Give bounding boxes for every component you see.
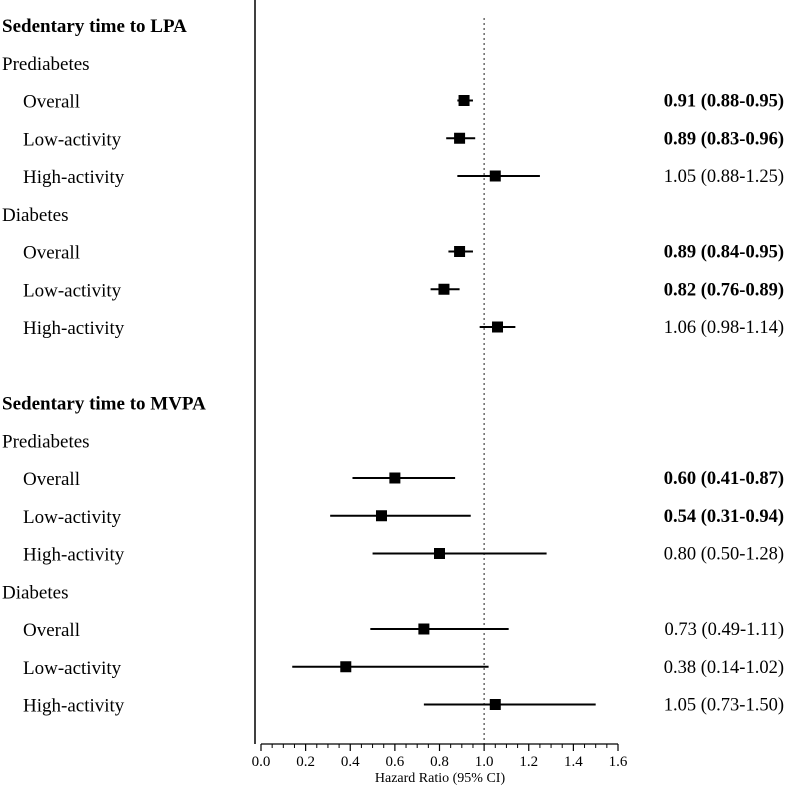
hr-value: 0.54	[664, 507, 696, 527]
estimate-label: 1.05 (0.88-1.25)	[664, 167, 784, 187]
ci-value: (0.31-0.94)	[701, 507, 784, 527]
ci-value: (0.84-0.95)	[701, 243, 784, 263]
estimate-marker	[434, 548, 445, 559]
x-tick-label: 0.2	[296, 754, 315, 770]
estimate-marker	[454, 132, 466, 144]
row-label: Low-activity	[23, 280, 122, 301]
x-tick-label: 0.4	[341, 754, 360, 770]
group-label: Diabetes	[2, 582, 68, 603]
estimate-label: 0.91 (0.88-0.95)	[664, 92, 784, 112]
hr-value: 0.89	[664, 129, 696, 149]
hr-value: 0.91	[664, 92, 696, 112]
ci-value: (0.83-0.96)	[701, 129, 784, 149]
hr-value: 0.89	[664, 243, 696, 263]
ci-value: (0.50-1.28)	[701, 545, 784, 565]
group-label: Prediabetes	[2, 431, 90, 452]
row-label: Overall	[23, 243, 80, 264]
row-label: Low-activity	[23, 658, 122, 679]
rows-layer: Sedentary time to LPA Prediabetes Overall 0…	[2, 16, 784, 744]
estimate-label: 0.73 (0.49-1.11)	[664, 620, 784, 640]
section-title: Sedentary time to MVPA	[2, 394, 206, 415]
ci-value: (0.41-0.87)	[701, 469, 784, 489]
ci-value: (0.88-0.95)	[701, 92, 784, 112]
row-label: High-activity	[23, 545, 125, 566]
x-tick-label: 0.0	[252, 754, 271, 770]
group-label: Diabetes	[2, 205, 68, 226]
estimate-marker	[418, 623, 430, 635]
row-label: Overall	[23, 92, 80, 113]
hr-value: 1.05	[664, 696, 696, 716]
row-label: Low-activity	[23, 507, 122, 528]
estimate-label: 0.82 (0.76-0.89)	[664, 280, 784, 300]
row-label: High-activity	[23, 318, 125, 339]
estimate-label: 0.89 (0.84-0.95)	[664, 243, 784, 263]
x-tick-label: 0.6	[386, 754, 405, 770]
x-tick-label: 1.2	[519, 754, 538, 770]
group-label: Prediabetes	[2, 54, 90, 75]
ci-value: (0.76-0.89)	[701, 280, 784, 300]
hr-value: 1.06	[664, 318, 696, 338]
estimate-marker	[458, 95, 470, 106]
estimate-marker	[375, 510, 387, 522]
hr-value: 0.73	[664, 620, 696, 640]
estimate-marker	[489, 699, 501, 710]
hr-value: 0.82	[664, 280, 696, 300]
section-title: Sedentary time to LPA	[2, 16, 187, 37]
estimate-label: 1.05 (0.73-1.50)	[664, 696, 784, 716]
ci-value: (0.98-1.14)	[701, 318, 784, 338]
estimate-label: 0.60 (0.41-0.87)	[664, 469, 784, 489]
ci-value: (0.88-1.25)	[701, 167, 784, 187]
estimate-marker	[340, 661, 352, 673]
x-axis-label: Hazard Ratio (95% CI)	[375, 771, 506, 786]
x-tick-label: 1.0	[475, 754, 494, 770]
hr-value: 1.05	[664, 167, 696, 187]
row-label: High-activity	[23, 167, 125, 188]
estimate-label: 1.06 (0.98-1.14)	[664, 318, 784, 338]
estimate-label: 0.80 (0.50-1.28)	[664, 545, 784, 565]
hr-value: 0.38	[664, 658, 696, 678]
ci-value: (0.73-1.50)	[701, 696, 784, 716]
row-label: High-activity	[23, 696, 125, 717]
estimate-marker	[438, 283, 450, 295]
estimate-marker	[454, 246, 466, 257]
hr-value: 0.60	[664, 469, 696, 489]
estimate-label: 0.89 (0.83-0.96)	[664, 129, 784, 149]
estimate-marker	[489, 170, 501, 182]
estimate-marker	[492, 321, 504, 333]
estimate-label: 0.38 (0.14-1.02)	[664, 658, 784, 678]
x-tick-label: 1.4	[564, 754, 583, 770]
x-tick-label: 1.6	[609, 754, 628, 770]
x-axis: 0.0 0.2 0.4 0.6 0.8 1.0 1.2 1.4 1.6	[252, 743, 628, 770]
estimate-label: 0.54 (0.31-0.94)	[664, 507, 784, 527]
x-tick-label: 0.8	[430, 754, 449, 770]
estimate-marker	[389, 472, 401, 484]
ci-value: (0.49-1.11)	[701, 620, 784, 640]
row-label: Low-activity	[23, 129, 122, 150]
ci-value: (0.14-1.02)	[701, 658, 784, 678]
row-label: Overall	[23, 469, 80, 490]
row-label: Overall	[23, 620, 80, 641]
hr-value: 0.80	[664, 545, 696, 565]
